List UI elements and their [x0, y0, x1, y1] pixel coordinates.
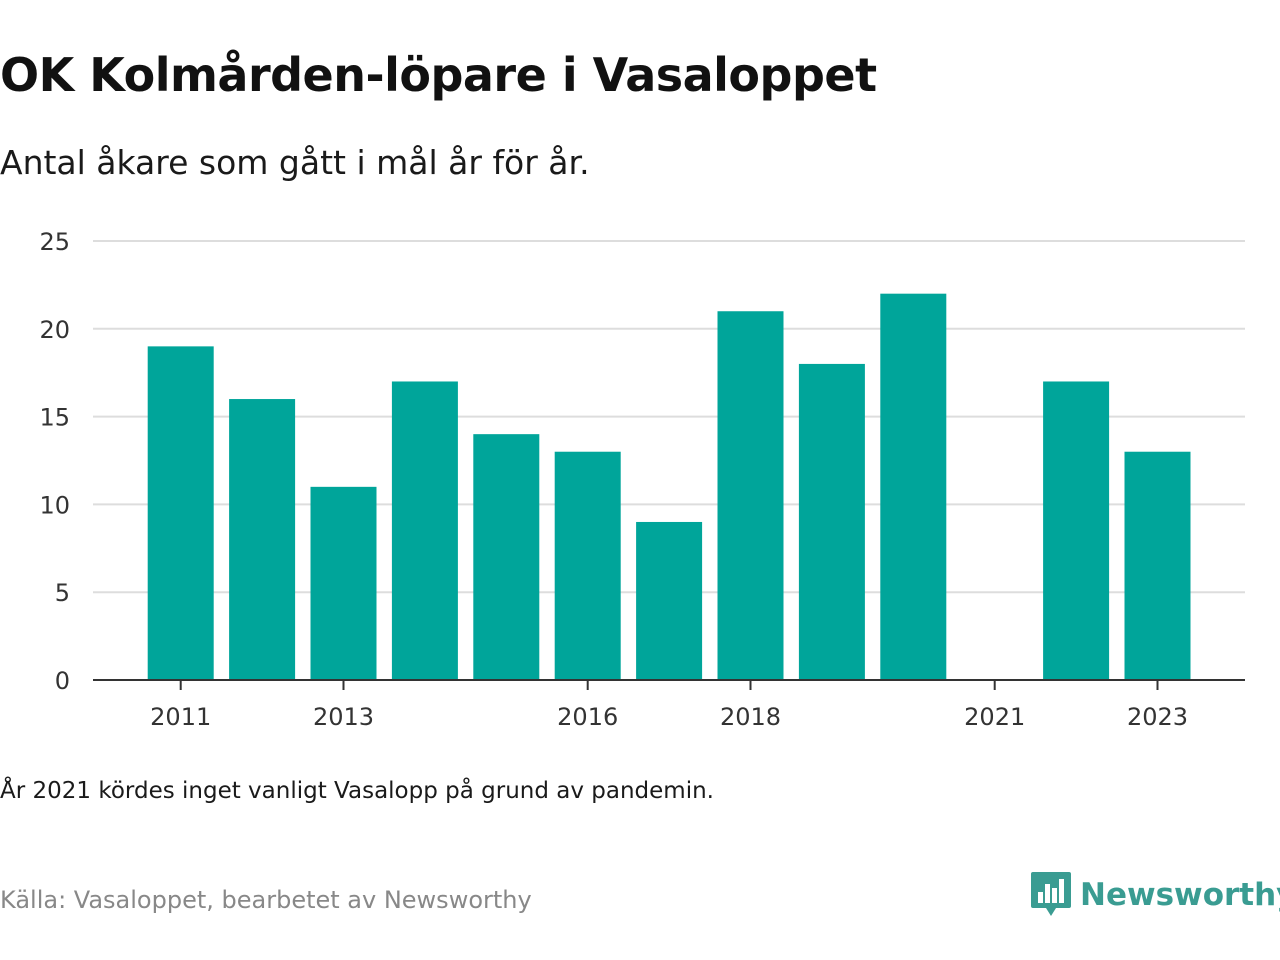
- bar-chart: 0 5 10 15 20 25 2011 2013 2016 2018 2021 2023: [39, 228, 1245, 731]
- chart-title: OK Kolmården-löpare i Vasaloppet: [0, 48, 877, 102]
- bar-2013: [310, 486, 377, 680]
- bar-2014: [391, 381, 458, 680]
- source-credit: Källa: Vasaloppet, bearbetet av Newswort…: [0, 886, 532, 914]
- bar-2019: [798, 363, 865, 680]
- x-tick-label: 2023: [1127, 703, 1188, 731]
- y-tick-label: 10: [39, 491, 70, 519]
- bar-2011: [147, 346, 214, 680]
- bar-2018: [717, 311, 784, 680]
- bar-2023: [1124, 451, 1191, 680]
- bar-2022: [1043, 381, 1110, 680]
- bar-2017: [636, 521, 703, 680]
- x-tick-label: 2013: [313, 703, 374, 731]
- bar-2016: [554, 451, 621, 680]
- axes: 0 5 10 15 20 25 2011 2013 2016 2018 2021 2023: [39, 228, 1245, 731]
- y-tick-label: 0: [55, 667, 70, 695]
- y-tick-label: 15: [39, 404, 70, 432]
- bar-2015: [473, 434, 540, 680]
- x-tick-label: 2021: [964, 703, 1025, 731]
- y-tick-label: 20: [39, 316, 70, 344]
- y-tick-label: 25: [39, 228, 70, 256]
- footnote: År 2021 kördes inget vanligt Vasalopp på…: [0, 778, 714, 804]
- x-tick-label: 2011: [150, 703, 211, 731]
- bars: [147, 293, 1191, 680]
- brand-name: Newsworthy: [1080, 877, 1280, 913]
- x-tick-label: 2018: [720, 703, 781, 731]
- y-tick-label: 5: [55, 579, 70, 607]
- chart-subtitle: Antal åkare som gått i mål år för år.: [0, 143, 590, 182]
- newsworthy-logo-icon: [1031, 872, 1071, 916]
- bar-2012: [229, 399, 296, 680]
- x-tick-label: 2016: [557, 703, 618, 731]
- brand-logo: Newsworthy: [1030, 870, 1280, 920]
- bar-2020: [880, 293, 947, 680]
